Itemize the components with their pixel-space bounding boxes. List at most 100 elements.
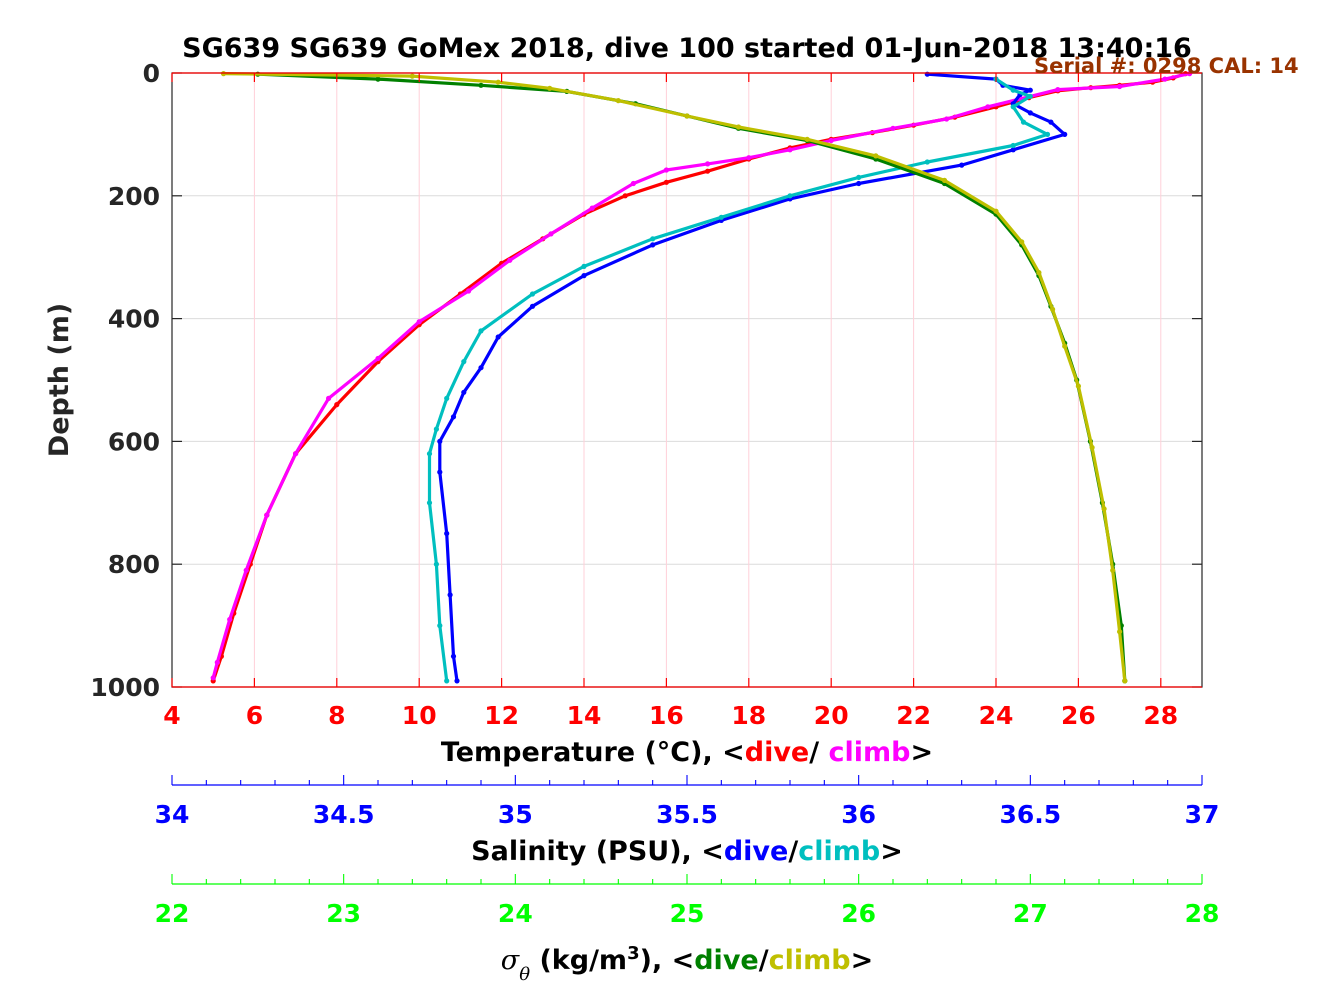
sigma-climb-point	[1019, 239, 1025, 245]
temperature-climb-point	[293, 451, 299, 457]
sigma-tick-label: 25	[670, 899, 705, 928]
salinity-dive-point	[478, 365, 484, 371]
salinity-climb-point	[1020, 119, 1027, 125]
salinity-tick-label: 34	[155, 800, 190, 829]
salinity-climb-point	[650, 236, 656, 242]
sigma-climb-point	[873, 153, 879, 159]
temperature-climb-point	[375, 355, 381, 362]
sigma-tick-label: 27	[1013, 899, 1048, 928]
sigma-tick-label: 22	[155, 899, 190, 928]
temperature-tick-label: 14	[567, 701, 602, 730]
sigma-climb-point	[1089, 444, 1095, 451]
salinity-axis-label-part: Salinity (PSU), <	[471, 836, 724, 867]
temperature-tick-label: 18	[731, 701, 766, 730]
temperature-climb-point	[589, 205, 595, 211]
temperature-climb-point	[944, 116, 950, 122]
temperature-climb-point	[663, 167, 670, 173]
sigma-axis-label-part: >	[851, 945, 874, 976]
salinity-tick-label: 35	[498, 800, 533, 829]
salinity-axis-label-part: >	[880, 836, 903, 867]
temperature-climb-point	[1055, 87, 1061, 93]
salinity-dive-point	[959, 162, 965, 168]
sigma-climb-point	[1117, 629, 1123, 635]
salinity-dive-point	[1010, 147, 1016, 153]
salinity-dive-point	[1062, 131, 1068, 137]
salinity-climb-point	[1010, 104, 1016, 110]
temperature-climb-point	[746, 155, 752, 161]
salinity-dive-point	[1048, 119, 1054, 125]
salinity-tick-label: 34.5	[313, 800, 375, 829]
temperature-tick-label: 28	[1143, 701, 1178, 730]
y-tick-label: 800	[108, 550, 160, 579]
y-axis-label: Depth (m)	[44, 303, 75, 457]
salinity-dive-point	[454, 678, 460, 684]
salinity-climb-point	[1027, 93, 1033, 99]
sigma-dive-point	[375, 76, 381, 82]
temperature-dive-point	[663, 179, 670, 185]
sigma-axis-label-part: climb	[769, 945, 851, 976]
temperature-tick-label: 24	[979, 701, 1014, 730]
temperature-climb-point	[548, 231, 554, 237]
salinity-climb-point	[529, 291, 536, 297]
temperature-tick-label: 20	[814, 701, 849, 730]
sigma-tick-label: 24	[498, 899, 533, 928]
temperature-climb-point	[227, 616, 233, 623]
sigma-tick-label: 26	[841, 899, 876, 928]
sigma-climb-point	[547, 85, 553, 91]
temperature-climb-point	[243, 567, 249, 573]
sigma-axis-label-part: 3	[627, 943, 640, 964]
temperature-tick-label: 10	[402, 701, 437, 730]
temperature-climb-point	[326, 395, 332, 401]
sigma-climb-point	[409, 73, 415, 79]
sigma-axis-label: σθ (kg/m3), <dive/climb>	[501, 943, 873, 985]
salinity-climb-point	[478, 328, 484, 334]
temperature-climb-point	[264, 512, 270, 518]
serial-cal-annotation: Serial #: 0298 CAL: 14	[1034, 54, 1299, 78]
salinity-dive-point	[450, 653, 457, 659]
salinity-climb-point	[1044, 131, 1051, 137]
sigma-climb-point	[1036, 270, 1042, 276]
salinity-climb-point	[444, 678, 450, 684]
y-tick-label: 1000	[90, 673, 160, 702]
temperature-climb-point	[828, 137, 834, 144]
salinity-dive-point	[437, 469, 443, 475]
sigma-climb-point	[495, 79, 501, 85]
sigma-climb-point	[1075, 383, 1081, 389]
salinity-climb-point	[426, 451, 433, 457]
temperature-tick-label: 22	[896, 701, 931, 730]
temperature-climb-point	[985, 104, 991, 110]
salinity-dive-point	[447, 592, 453, 598]
temperature-axis-label-part: dive	[745, 737, 810, 768]
data-series	[210, 71, 1193, 684]
y-tick-label: 0	[143, 59, 160, 88]
temperature-axis-label-part: /	[809, 737, 828, 768]
y-tick-label: 200	[108, 182, 160, 211]
sigma-dive-point	[478, 82, 484, 88]
sigma-climb-point	[804, 136, 810, 142]
salinity-dive-point	[856, 180, 862, 187]
salinity-climb-point	[718, 214, 724, 220]
temperature-axis-label-part: >	[911, 737, 934, 768]
temperature-climb-point	[1162, 76, 1168, 82]
salinity-axis-label-part: /	[788, 836, 798, 867]
temperature-climb-point	[507, 257, 513, 263]
salinity-dive-point	[437, 438, 443, 444]
salinity-climb-point	[787, 193, 793, 199]
temperature-dive-point	[334, 402, 340, 408]
temperature-axis-label: Temperature (°C), <dive/ climb>	[441, 737, 933, 768]
sigma-climb-point	[1101, 506, 1107, 512]
salinity-dive-point	[529, 303, 536, 309]
temperature-axis-label-part: climb	[829, 737, 911, 768]
temperature-climb-point	[890, 125, 896, 131]
salinity-climb-point	[461, 359, 467, 365]
sigma-tick-label: 23	[326, 899, 361, 928]
salinity-dive-point	[444, 530, 450, 537]
salinity-axis-label: Salinity (PSU), <dive/climb>	[471, 836, 903, 867]
temperature-climb-point	[630, 180, 637, 187]
sigma-axis-label-part: σ	[501, 945, 521, 976]
salinity-climb-point	[1010, 87, 1016, 93]
temperature-axis-label-part: Temperature (°C), <	[441, 737, 745, 768]
